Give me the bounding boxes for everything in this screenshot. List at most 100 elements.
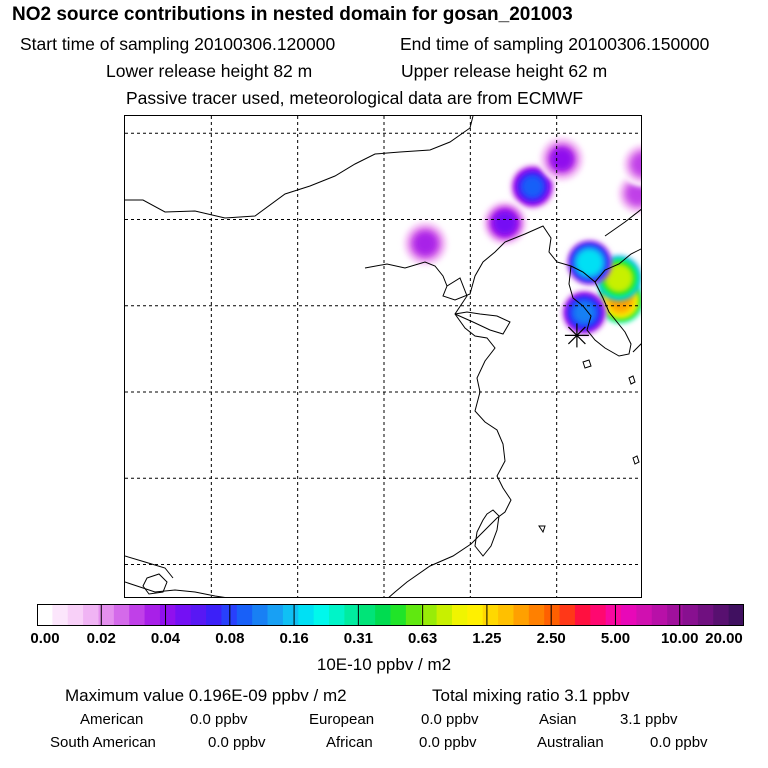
region-australian-label: Australian — [537, 734, 604, 751]
colorbar-swatch — [236, 604, 253, 626]
lower-release-height: Lower release height 82 m — [106, 61, 313, 81]
colorbar-tick-label: 0.02 — [86, 630, 116, 647]
hainan — [142, 573, 168, 595]
colorbar-swatch — [436, 604, 453, 626]
colorbar-tick-label: 5.00 — [600, 630, 631, 647]
colorbar-swatch — [37, 604, 53, 626]
colorbar-swatch — [590, 604, 607, 626]
ryukyu-1 — [628, 375, 636, 385]
heat-blob-russia-coast — [633, 154, 641, 175]
colorbar-swatch — [713, 604, 730, 626]
colorbar-swatch — [513, 604, 530, 626]
colorbar-tick-label: 20.00 — [705, 630, 743, 647]
vietnam-border — [125, 555, 174, 579]
colorbar-tick-label: 0.04 — [150, 630, 181, 647]
colorbar-tick-label: 0.16 — [279, 630, 309, 647]
colorbar-unit: 10E-10 ppbv / m2 — [316, 655, 452, 674]
shandong — [454, 311, 511, 335]
colorbar-swatch — [52, 604, 69, 626]
region-african-label: African — [326, 734, 373, 751]
colorbar-tick-label: 2.50 — [536, 630, 566, 647]
region-asian-label: Asian — [539, 711, 577, 728]
colorbar-swatch — [344, 604, 361, 626]
region-african-value: 0.0 ppbv — [419, 734, 477, 751]
colorbar-swatch — [175, 604, 192, 626]
colorbar-swatch — [405, 604, 422, 626]
total-mixing-ratio: Total mixing ratio 3.1 ppbv — [432, 686, 630, 705]
region-south-american-value: 0.0 ppbv — [208, 734, 266, 751]
colorbar-swatch — [682, 604, 699, 626]
colorbar-swatch — [282, 604, 299, 626]
colorbar-swatch — [83, 604, 99, 626]
colorbar-swatch — [498, 604, 514, 626]
region-european-value: 0.0 ppbv — [421, 711, 479, 728]
taiwan — [474, 509, 500, 557]
colorbar-swatch — [697, 604, 714, 626]
japan-kyushu — [632, 343, 641, 353]
jeju — [582, 359, 592, 369]
colorbar-swatch — [129, 604, 146, 626]
heat-blob-hebei — [415, 233, 436, 254]
receptor-marker — [564, 323, 589, 348]
map-svg — [125, 116, 641, 597]
heat-blob-north-korea-east — [627, 183, 641, 204]
heat-blob-korea-southwest — [574, 302, 595, 323]
colorbar-tick-label: 0.31 — [343, 630, 373, 647]
map-plot — [124, 115, 642, 598]
colorbar-swatch — [651, 604, 668, 626]
colorbar-tick-label: 0.63 — [408, 630, 438, 647]
colorbar-tick-label: 1.25 — [472, 630, 502, 647]
ryukyu-2 — [632, 455, 640, 465]
colorbar-tick-label: 0.08 — [215, 630, 245, 647]
region-american-value: 0.0 ppbv — [190, 711, 248, 728]
colorbar-swatch — [667, 604, 684, 626]
coastline — [125, 116, 641, 597]
colorbar-swatch — [359, 604, 376, 626]
colorbar-tick-label: 10.00 — [660, 630, 699, 647]
colorbar-swatch — [544, 604, 561, 626]
korea-north-coast — [594, 248, 641, 283]
grid-lines — [125, 116, 641, 597]
colorbar-swatch — [728, 604, 744, 626]
colorbar-swatch — [329, 604, 345, 626]
colorbar-swatch — [113, 604, 130, 626]
page-title: NO2 source contributions in nested domai… — [12, 4, 573, 25]
colorbar-swatch — [375, 604, 391, 626]
colorbar-swatch — [451, 604, 468, 626]
boundary-mongolia — [125, 116, 474, 219]
region-european-label: European — [309, 711, 375, 728]
colorbar-swatch — [298, 604, 315, 626]
colorbar-swatch — [267, 604, 284, 626]
region-american-label: American — [80, 711, 144, 728]
maximum-value: Maximum value 0.196E-09 ppbv / m2 — [65, 686, 347, 705]
korea-peninsula — [568, 265, 632, 357]
heat-blob-northeast-china-2 — [551, 149, 572, 170]
heat-blob-northeast-china — [522, 176, 543, 197]
heat-blob-liaoning — [494, 213, 515, 233]
colorbar — [37, 604, 744, 626]
colorbar-swatch — [144, 604, 161, 626]
upper-release-height: Upper release height 62 m — [401, 61, 608, 81]
coastline-bohai — [442, 225, 572, 301]
colorbar-swatch — [98, 604, 115, 626]
colorbar-swatch — [636, 604, 653, 626]
russia-coast — [604, 208, 641, 237]
colorbar-swatch — [574, 604, 591, 626]
receptor-marker-stroke — [567, 326, 586, 345]
region-asian-value: 3.1 ppbv — [620, 711, 678, 728]
colorbar-swatch — [159, 604, 176, 626]
colorbar-swatch — [482, 604, 499, 626]
end-time: End time of sampling 20100306.150000 — [400, 34, 710, 54]
colorbar-swatch — [559, 604, 576, 626]
colorbar-swatch — [252, 604, 269, 626]
colorbar-swatch — [206, 604, 222, 626]
philippine-tip — [538, 525, 546, 534]
colorbar-swatch — [421, 604, 438, 626]
tracer-note: Passive tracer used, meteorological data… — [126, 88, 584, 108]
south-china-coast — [125, 581, 226, 597]
coastline-east-asia — [364, 261, 512, 597]
heat-blob-seoul-area — [579, 252, 600, 273]
colorbar-swatch — [467, 604, 484, 626]
start-time: Start time of sampling 20100306.120000 — [20, 34, 336, 54]
region-south-american-label: South American — [50, 734, 156, 751]
